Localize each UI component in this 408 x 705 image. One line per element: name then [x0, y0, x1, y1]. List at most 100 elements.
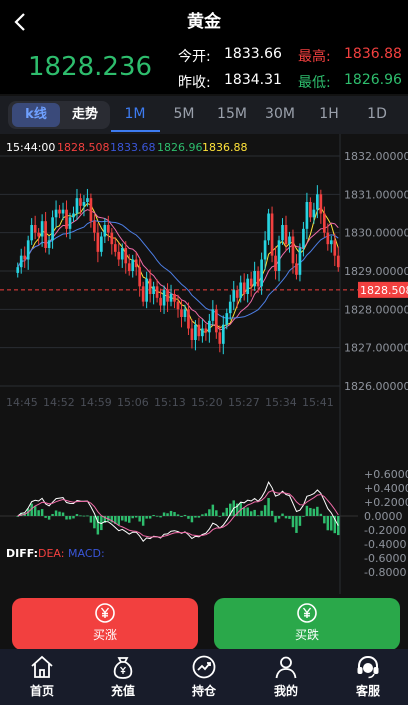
macd-bar	[225, 507, 229, 516]
legend-ma2: 1833.68	[110, 141, 156, 154]
candle-body	[134, 259, 138, 268]
candle-body	[65, 209, 68, 229]
y-tick-label: 1832.00000	[344, 150, 408, 163]
buy-up-label: 买涨	[92, 628, 117, 642]
candle-body	[201, 328, 204, 337]
candle-body	[159, 297, 162, 306]
tab-1h[interactable]: 1H	[319, 106, 339, 122]
kline-chart[interactable]: 1832.00000 1831.00000 1830.00000 1829.00000…	[0, 134, 408, 594]
open-label: 今开:	[178, 49, 211, 65]
candle-body	[96, 232, 100, 252]
macd-bar	[288, 516, 291, 519]
macd-macd-label: MACD:	[68, 547, 105, 560]
candle-body	[141, 286, 145, 302]
candle-body	[187, 309, 190, 329]
nav-mine[interactable]: 我的	[254, 652, 318, 702]
macd-bar	[121, 516, 124, 521]
active-tab-indicator	[111, 130, 160, 132]
candle-body	[79, 198, 82, 206]
legend-time: 15:44:00	[6, 141, 56, 154]
tab-1d[interactable]: 1D	[367, 106, 387, 122]
candle-body	[291, 236, 295, 264]
candle-body	[61, 209, 65, 214]
x-tick-label: 15:27	[228, 396, 260, 409]
candle-body	[221, 324, 225, 344]
high-value: 1836.88	[344, 46, 402, 62]
candle-body	[225, 313, 229, 325]
y-tick-label: 1827.00000	[344, 342, 408, 355]
nav-service[interactable]: 客服	[336, 652, 400, 702]
x-tick-label: 14:45	[6, 396, 38, 409]
candle-body	[336, 255, 340, 268]
candle-body	[242, 282, 246, 294]
macd-bar	[75, 514, 79, 516]
tab-1m[interactable]: 1M	[124, 106, 146, 122]
candle-body	[110, 232, 114, 245]
macd-bar	[242, 507, 246, 516]
macd-bar	[30, 503, 33, 516]
candle-body	[333, 240, 337, 256]
nav-recharge-label: 充值	[110, 684, 135, 698]
candle-body	[249, 278, 253, 287]
back-button[interactable]	[10, 8, 34, 36]
nav-mine-label: 我的	[273, 684, 298, 698]
x-tick-label: 15:41	[302, 396, 334, 409]
candle-body	[23, 255, 27, 260]
x-tick-label: 15:06	[117, 396, 149, 409]
macd-bar	[194, 516, 197, 518]
macd-bar	[263, 505, 267, 516]
current-price-label: 1828.508	[360, 284, 408, 297]
macd-bar	[117, 516, 121, 526]
candle-body	[319, 194, 323, 214]
candle-body	[33, 225, 37, 233]
macd-bar	[256, 515, 260, 517]
nav-positions[interactable]: 持仓	[172, 652, 236, 702]
candle-body	[270, 213, 274, 256]
candle-body	[176, 301, 180, 310]
macd-bar	[131, 516, 134, 519]
macd-bar	[79, 515, 82, 517]
macd-bar	[197, 516, 201, 518]
candle-body	[103, 225, 107, 237]
candle-body	[232, 290, 236, 302]
legend-ma1: 1828.508	[57, 141, 110, 154]
candle-body	[214, 309, 218, 333]
macd-tick-label: -0.8000	[364, 566, 406, 579]
candle-body	[263, 240, 267, 260]
candle-body	[267, 213, 270, 241]
candle-body	[284, 225, 288, 245]
low-value: 1826.96	[344, 72, 402, 88]
y-tick-label: 1830.00000	[344, 227, 408, 240]
macd-bar	[316, 506, 319, 516]
candle-body	[312, 209, 316, 218]
buy-up-button[interactable]: 买涨	[12, 598, 198, 650]
macd-bar	[277, 516, 281, 519]
candle-body	[131, 259, 135, 271]
candle-body	[19, 255, 23, 268]
macd-bar	[93, 516, 96, 529]
candle-body	[197, 324, 201, 337]
buy-down-button[interactable]: 买跌	[214, 598, 400, 650]
tab-trend[interactable]: 走势	[71, 107, 98, 122]
macd-bar	[319, 513, 323, 516]
tab-15m[interactable]: 15M	[217, 106, 247, 122]
macd-diff-label: DIFF:	[6, 547, 39, 560]
candle-body	[298, 248, 302, 275]
macd-bar	[148, 516, 152, 519]
candle-body	[288, 236, 291, 245]
macd-bar	[281, 513, 284, 516]
macd-bar	[114, 516, 117, 524]
tab-30m[interactable]: 30M	[265, 106, 295, 122]
nav-home[interactable]: 首页	[10, 652, 74, 702]
yen-down-icon	[297, 603, 317, 623]
candle-body	[235, 290, 239, 298]
nav-recharge[interactable]: 充值	[91, 652, 155, 702]
tab-kline[interactable]: k线	[12, 103, 60, 127]
prev-close-label: 昨收:	[178, 75, 211, 91]
macd-bar	[208, 509, 211, 516]
candle-body	[44, 221, 47, 248]
macd-bar	[330, 516, 333, 531]
tab-5m[interactable]: 5M	[173, 106, 195, 122]
macd-tick-label: -0.2000	[364, 524, 406, 537]
macd-bar	[270, 510, 274, 516]
